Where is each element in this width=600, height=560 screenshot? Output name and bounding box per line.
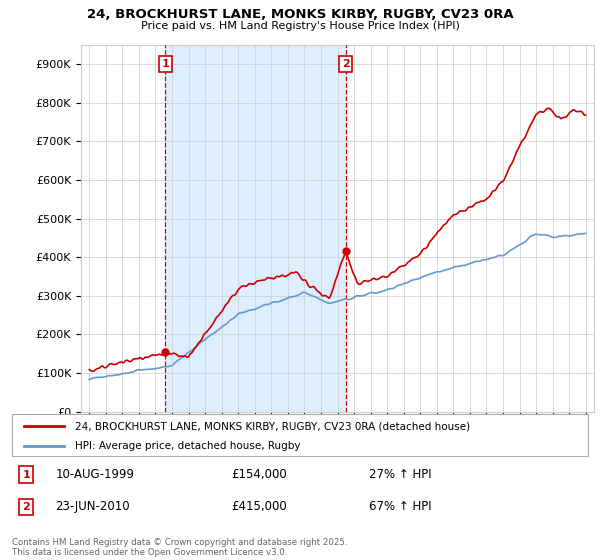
Text: £154,000: £154,000 <box>231 468 287 481</box>
Text: 23-JUN-2010: 23-JUN-2010 <box>55 500 130 514</box>
Text: 10-AUG-1999: 10-AUG-1999 <box>55 468 134 481</box>
Text: Price paid vs. HM Land Registry's House Price Index (HPI): Price paid vs. HM Land Registry's House … <box>140 21 460 31</box>
FancyBboxPatch shape <box>12 414 588 456</box>
Text: 24, BROCKHURST LANE, MONKS KIRBY, RUGBY, CV23 0RA (detached house): 24, BROCKHURST LANE, MONKS KIRBY, RUGBY,… <box>76 421 470 431</box>
Text: 2: 2 <box>342 59 350 69</box>
Text: 24, BROCKHURST LANE, MONKS KIRBY, RUGBY, CV23 0RA: 24, BROCKHURST LANE, MONKS KIRBY, RUGBY,… <box>86 8 514 21</box>
Text: 2: 2 <box>23 502 30 512</box>
Bar <box>166 45 346 412</box>
Text: HPI: Average price, detached house, Rugby: HPI: Average price, detached house, Rugb… <box>76 441 301 451</box>
Text: 1: 1 <box>161 59 169 69</box>
Text: £415,000: £415,000 <box>231 500 287 514</box>
Text: 67% ↑ HPI: 67% ↑ HPI <box>369 500 432 514</box>
Text: 1: 1 <box>23 470 30 479</box>
Text: Contains HM Land Registry data © Crown copyright and database right 2025.
This d: Contains HM Land Registry data © Crown c… <box>12 538 347 557</box>
Text: 27% ↑ HPI: 27% ↑ HPI <box>369 468 432 481</box>
